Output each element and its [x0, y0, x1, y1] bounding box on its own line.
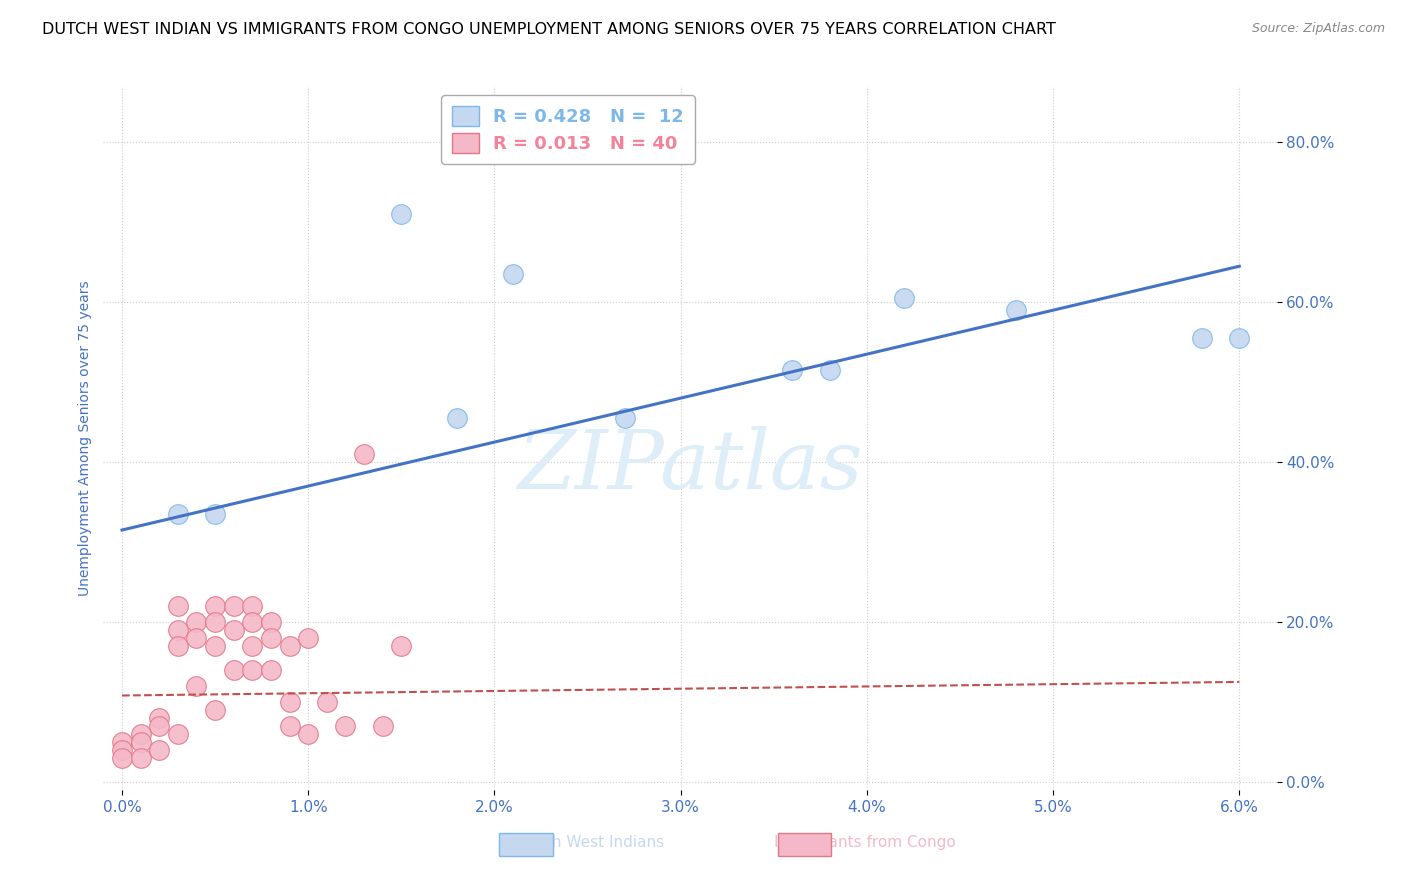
Point [204, 703, 226, 717]
Point [186, 615, 208, 629]
Point [148, 711, 170, 725]
Point [111, 743, 134, 757]
Point [297, 631, 319, 645]
Point [371, 719, 394, 733]
Point [240, 663, 263, 677]
Point [167, 599, 190, 613]
Point [818, 363, 841, 377]
Point [260, 615, 283, 629]
Point [204, 615, 226, 629]
Point [167, 507, 190, 521]
Point [129, 727, 152, 741]
Point [278, 719, 301, 733]
Point [204, 639, 226, 653]
Point [240, 599, 263, 613]
Point [278, 695, 301, 709]
Text: Source: ZipAtlas.com: Source: ZipAtlas.com [1251, 22, 1385, 36]
Point [315, 695, 337, 709]
Text: Dutch West Indians: Dutch West Indians [516, 836, 665, 850]
Point [204, 507, 226, 521]
Point [204, 599, 226, 613]
Point [278, 639, 301, 653]
Point [297, 727, 319, 741]
Point [129, 751, 152, 765]
Point [1227, 331, 1250, 345]
Text: ZIPatlas: ZIPatlas [517, 426, 863, 507]
Point [446, 411, 468, 425]
Point [167, 623, 190, 637]
Point [502, 267, 524, 281]
Point [111, 751, 134, 765]
Point [893, 291, 915, 305]
Point [1005, 303, 1028, 318]
Point [353, 447, 375, 461]
Point [613, 411, 636, 425]
Point [222, 623, 245, 637]
Point [335, 719, 357, 733]
Y-axis label: Unemployment Among Seniors over 75 years: Unemployment Among Seniors over 75 years [79, 280, 93, 596]
Point [186, 631, 208, 645]
Point [1191, 331, 1213, 345]
Point [186, 679, 208, 693]
Point [782, 363, 804, 377]
Text: DUTCH WEST INDIAN VS IMMIGRANTS FROM CONGO UNEMPLOYMENT AMONG SENIORS OVER 75 YE: DUTCH WEST INDIAN VS IMMIGRANTS FROM CON… [42, 22, 1056, 37]
Point [389, 207, 412, 221]
Point [148, 743, 170, 757]
Point [167, 727, 190, 741]
Point [167, 639, 190, 653]
Text: Immigrants from Congo: Immigrants from Congo [773, 836, 956, 850]
Point [222, 663, 245, 677]
Point [260, 663, 283, 677]
Point [111, 735, 134, 749]
Point [389, 639, 412, 653]
Point [129, 735, 152, 749]
Point [148, 719, 170, 733]
Point [240, 639, 263, 653]
Point [260, 631, 283, 645]
Point [240, 615, 263, 629]
Point [222, 599, 245, 613]
Legend: R = 0.428   N =  12, R = 0.013   N = 40: R = 0.428 N = 12, R = 0.013 N = 40 [441, 95, 695, 164]
